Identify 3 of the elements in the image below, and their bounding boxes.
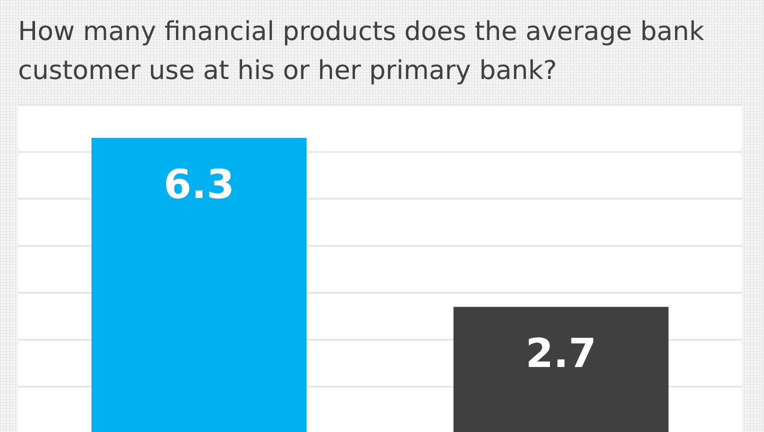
chart-title: How many financial products does the average bank customer use at his or her primary bank? — [18, 17, 704, 86]
data-label: 2.7 — [526, 330, 596, 377]
data-label: 6.3 — [164, 162, 234, 208]
